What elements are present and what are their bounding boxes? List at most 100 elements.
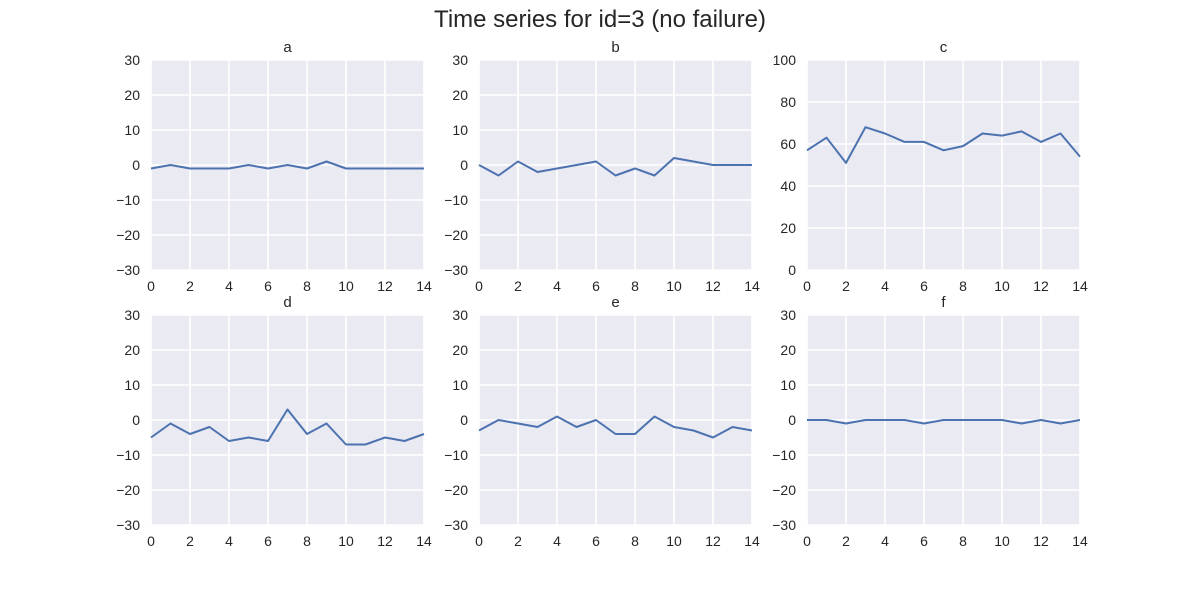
x-tick-label: 10 — [666, 533, 682, 549]
y-tick-label: 0 — [132, 412, 140, 428]
subplot-c: 0 2 4 6 8 10 12 14 0 20 40 60 80 100 c — [773, 39, 1088, 294]
subplot-title: b — [611, 39, 619, 56]
y-tick-label: −20 — [116, 227, 140, 243]
x-tick-label: 4 — [553, 533, 561, 549]
x-tick-label: 10 — [338, 278, 354, 294]
subplot-e: 0 2 4 6 8 10 12 14 −30 −20 −10 0 10 20 30 e — [444, 294, 760, 549]
x-tick-label: 14 — [744, 278, 760, 294]
subplot-title: f — [941, 294, 946, 311]
x-tick-label: 0 — [803, 533, 811, 549]
y-tick-label: −30 — [444, 517, 468, 533]
x-tick-label: 0 — [803, 278, 811, 294]
y-tick-label: 20 — [452, 342, 468, 358]
y-tick-label: 0 — [132, 157, 140, 173]
x-tick-label: 12 — [377, 278, 393, 294]
x-tick-label: 12 — [1033, 533, 1049, 549]
subplot-title: d — [283, 294, 291, 311]
x-tick-label: 14 — [416, 278, 432, 294]
x-tick-label: 4 — [225, 533, 233, 549]
x-tick-label: 14 — [1072, 278, 1088, 294]
x-tick-label: 12 — [377, 533, 393, 549]
x-tick-label: 14 — [1072, 533, 1088, 549]
x-tick-label: 10 — [994, 533, 1010, 549]
x-tick-label: 8 — [303, 533, 311, 549]
x-tick-label: 6 — [592, 533, 600, 549]
x-tick-label: 14 — [416, 533, 432, 549]
y-tick-label: −10 — [444, 192, 468, 208]
y-tick-label: 80 — [780, 94, 796, 110]
y-tick-label: −30 — [116, 262, 140, 278]
subplot-b: 0 2 4 6 8 10 12 14 −30 −20 −10 0 10 20 30 b — [444, 39, 760, 294]
y-tick-label: −20 — [444, 482, 468, 498]
y-tick-label: 10 — [452, 377, 468, 393]
y-tick-label: 20 — [780, 342, 796, 358]
y-tick-label: 0 — [460, 157, 468, 173]
y-tick-label: 20 — [124, 87, 140, 103]
x-tick-label: 2 — [842, 278, 850, 294]
y-tick-label: 30 — [124, 52, 140, 68]
y-tick-label: 20 — [124, 342, 140, 358]
x-tick-label: 2 — [186, 278, 194, 294]
y-tick-label: −20 — [772, 482, 796, 498]
y-tick-label: −30 — [116, 517, 140, 533]
x-tick-label: 2 — [186, 533, 194, 549]
subplot-title: c — [940, 39, 948, 56]
y-tick-label: 10 — [124, 122, 140, 138]
x-tick-label: 10 — [994, 278, 1010, 294]
x-tick-label: 4 — [553, 278, 561, 294]
y-tick-label: 10 — [452, 122, 468, 138]
plot-area — [807, 60, 1080, 270]
y-tick-label: 0 — [788, 262, 796, 278]
y-tick-label: 30 — [452, 307, 468, 323]
subplot-title: e — [611, 294, 619, 311]
x-tick-label: 8 — [959, 533, 967, 549]
y-tick-label: 100 — [773, 52, 797, 68]
x-tick-label: 0 — [475, 278, 483, 294]
y-tick-label: 0 — [788, 412, 796, 428]
x-tick-label: 8 — [303, 278, 311, 294]
x-tick-label: 12 — [705, 278, 721, 294]
y-tick-label: −10 — [444, 447, 468, 463]
x-tick-label: 4 — [881, 533, 889, 549]
x-tick-label: 4 — [225, 278, 233, 294]
x-tick-label: 14 — [744, 533, 760, 549]
y-tick-label: −30 — [444, 262, 468, 278]
subplot-title: a — [283, 39, 292, 56]
y-tick-label: −20 — [116, 482, 140, 498]
x-tick-label: 10 — [338, 533, 354, 549]
subplot-d: 0 2 4 6 8 10 12 14 −30 −20 −10 0 10 20 30 d — [116, 294, 432, 549]
x-tick-label: 6 — [920, 278, 928, 294]
x-tick-label: 6 — [592, 278, 600, 294]
x-tick-label: 2 — [514, 533, 522, 549]
x-tick-label: 6 — [264, 533, 272, 549]
y-tick-label: 60 — [780, 136, 796, 152]
x-tick-label: 2 — [514, 278, 522, 294]
x-tick-label: 8 — [959, 278, 967, 294]
x-tick-label: 12 — [705, 533, 721, 549]
y-tick-label: 20 — [452, 87, 468, 103]
y-tick-label: 20 — [780, 220, 796, 236]
y-tick-label: −10 — [116, 192, 140, 208]
y-tick-label: 30 — [452, 52, 468, 68]
x-tick-label: 0 — [147, 278, 155, 294]
x-tick-label: 0 — [147, 533, 155, 549]
x-tick-label: 6 — [920, 533, 928, 549]
y-tick-label: −20 — [444, 227, 468, 243]
figure-title: Time series for id=3 (no failure) — [434, 6, 766, 33]
x-tick-label: 8 — [631, 278, 639, 294]
x-tick-label: 6 — [264, 278, 272, 294]
y-tick-label: 10 — [780, 377, 796, 393]
y-tick-label: −10 — [116, 447, 140, 463]
y-tick-label: 30 — [780, 307, 796, 323]
subplot-f: 0 2 4 6 8 10 12 14 −30 −20 −10 0 10 20 30 f — [772, 294, 1088, 549]
y-tick-label: 30 — [124, 307, 140, 323]
y-tick-label: 10 — [124, 377, 140, 393]
x-tick-label: 8 — [631, 533, 639, 549]
y-tick-label: 0 — [460, 412, 468, 428]
y-tick-label: −30 — [772, 517, 796, 533]
x-tick-label: 2 — [842, 533, 850, 549]
y-tick-label: 40 — [780, 178, 796, 194]
x-tick-label: 0 — [475, 533, 483, 549]
